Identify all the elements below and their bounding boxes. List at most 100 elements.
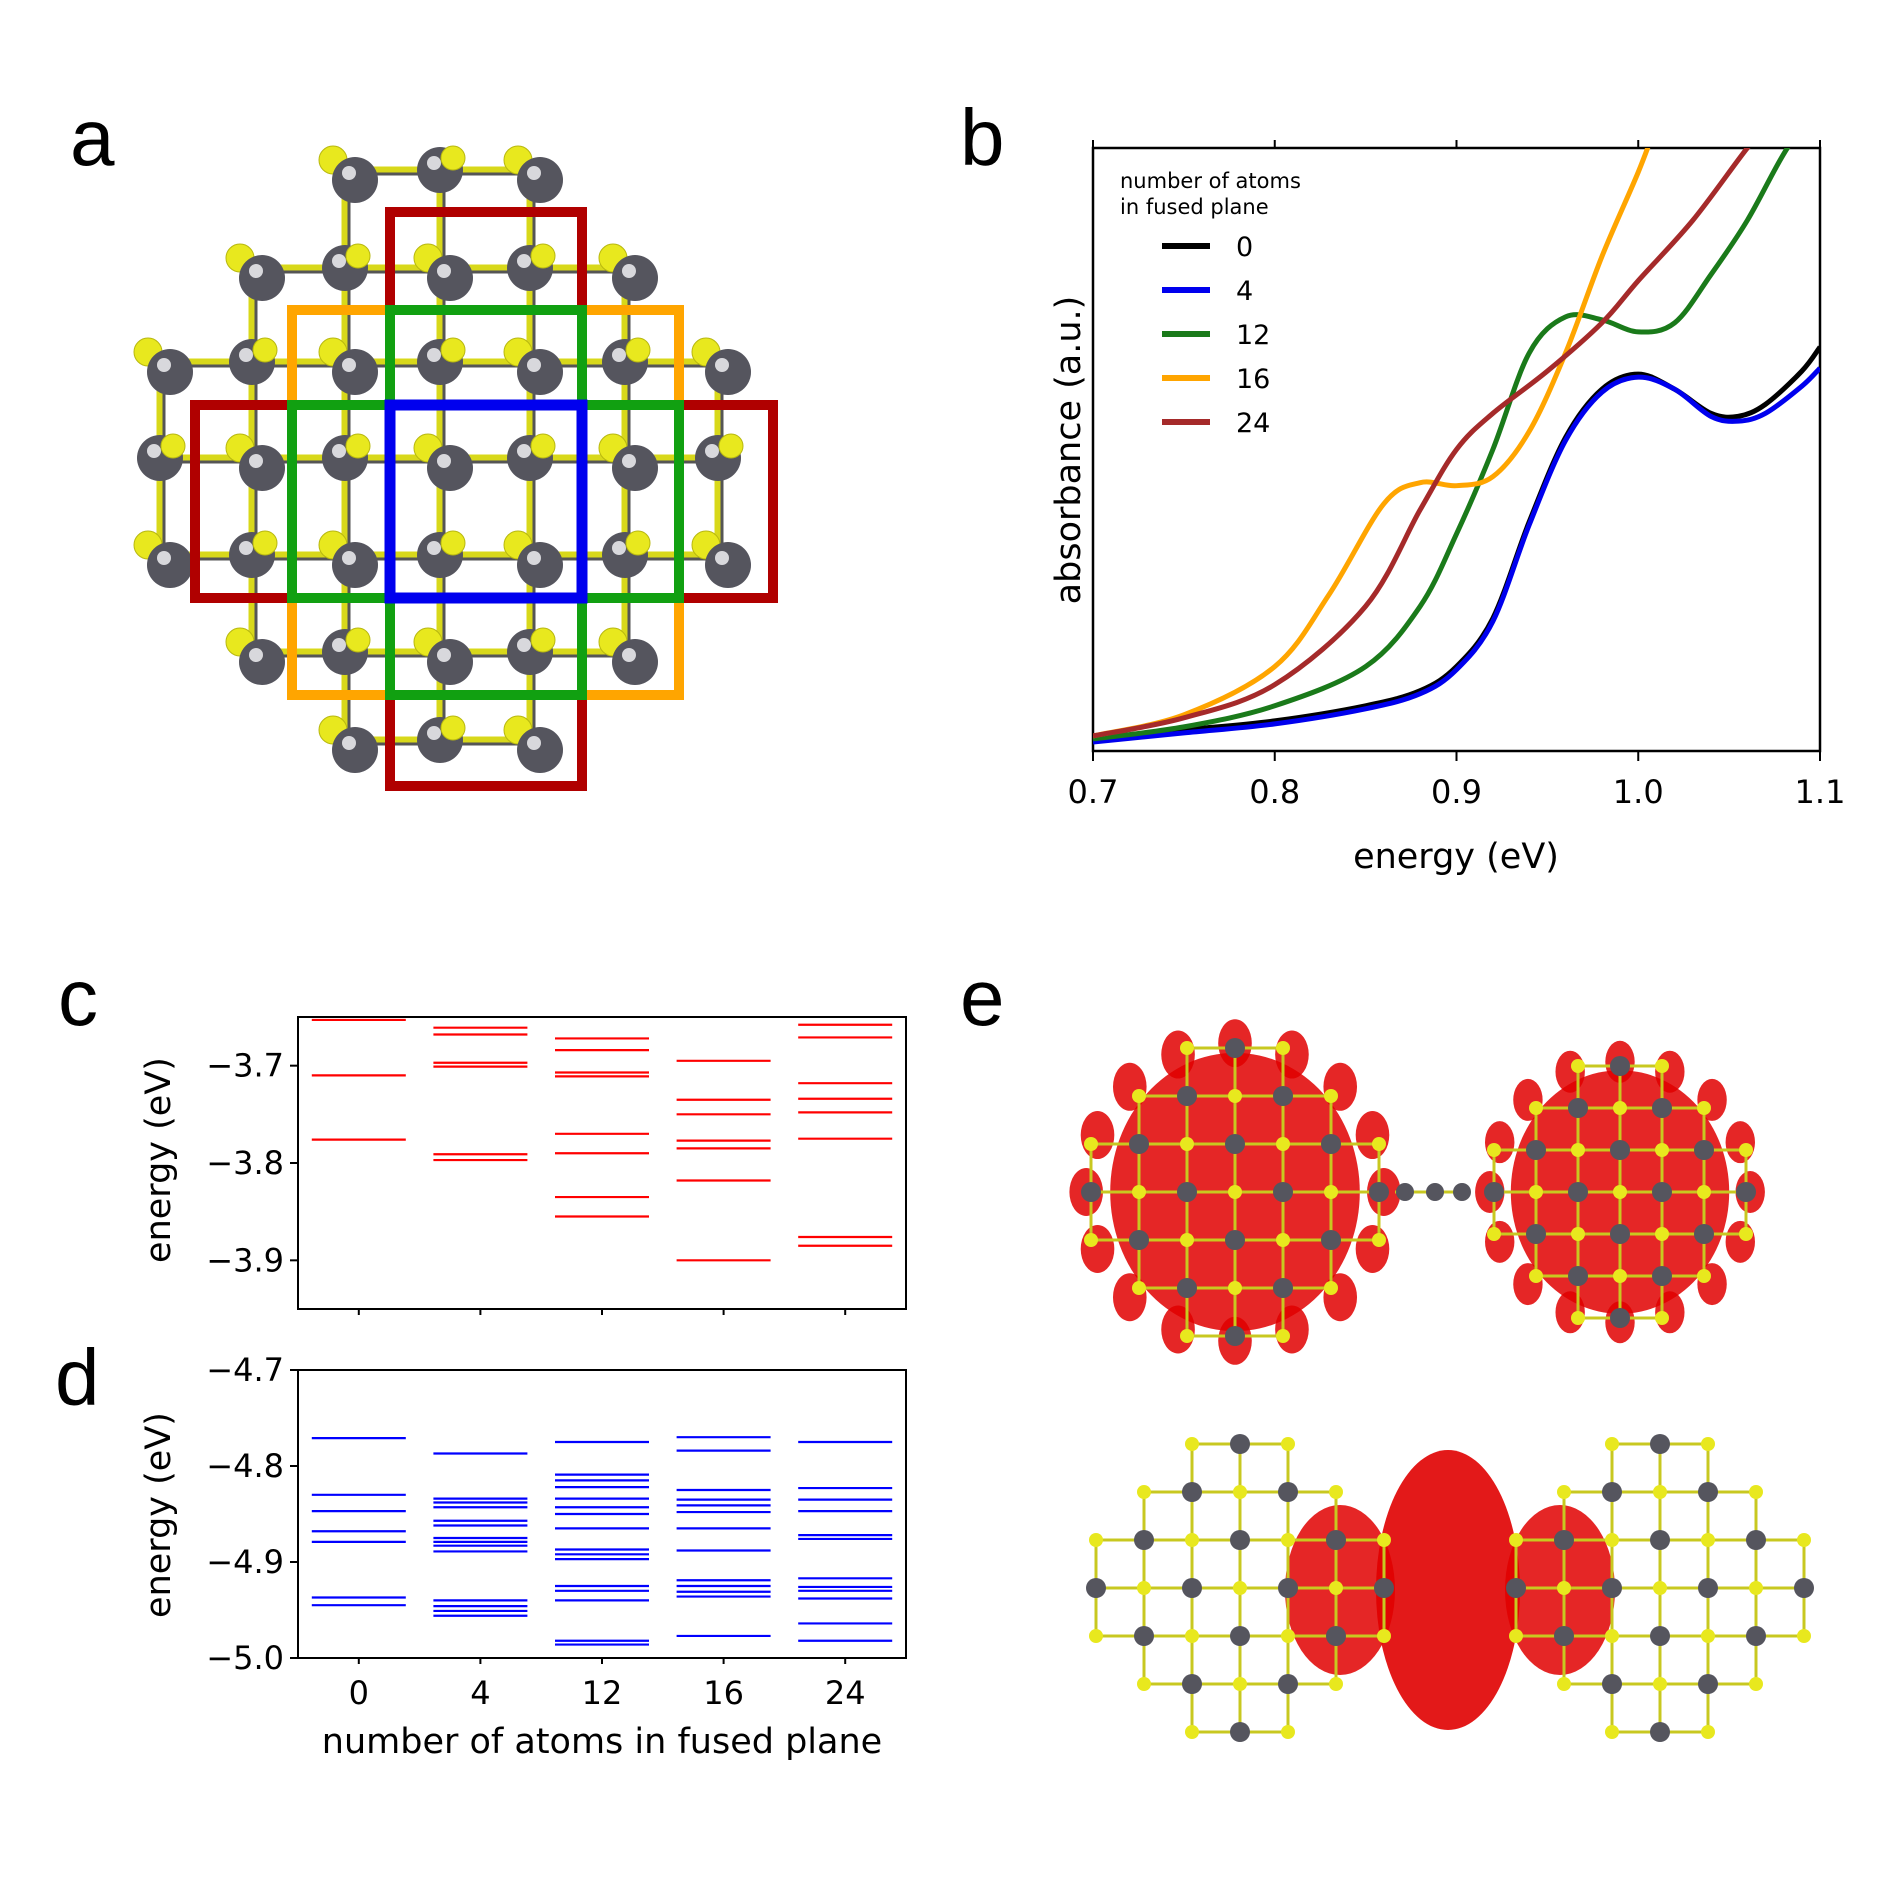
atom-highlight — [427, 726, 441, 740]
sulfur-atom — [345, 627, 371, 653]
atom-highlight — [517, 444, 531, 458]
sulfur-atom — [1571, 1311, 1585, 1325]
lead-atom — [1554, 1530, 1574, 1550]
density-lobe — [1355, 1111, 1390, 1160]
chart-c-y-axis-label: energy (eV) — [139, 1057, 179, 1263]
sulfur-atom — [1228, 1089, 1242, 1103]
sulfur-atom — [1180, 1137, 1194, 1151]
lead-atom — [1230, 1722, 1250, 1742]
lead-atom — [239, 639, 285, 685]
lead-atom — [1694, 1140, 1714, 1160]
sulfur-atom — [1329, 1677, 1343, 1691]
sulfur-atom — [1276, 1233, 1290, 1247]
lead-atom — [1396, 1183, 1414, 1201]
absorbance-chart: 0.7 0.8 0.9 1.0 1.1 energy (eV) absorbance (… — [1049, 140, 1846, 877]
valence-levels-chart: −4.7 −4.8 −4.9 −5.0 0 4 12 16 24 — [206, 1351, 907, 1712]
sulfur-atom — [1529, 1185, 1543, 1199]
sulfur-atom — [1180, 1329, 1194, 1343]
atom-highlight — [715, 358, 729, 372]
sulfur-atom — [1655, 1311, 1669, 1325]
sulfur-atom — [1180, 1041, 1194, 1055]
lead-atom — [1134, 1626, 1154, 1646]
sulfur-atom — [1137, 1677, 1151, 1691]
series-line-24 — [1093, 148, 1751, 739]
lead-atom — [612, 255, 658, 301]
lead-atom — [147, 542, 193, 588]
lead-atom — [1610, 1140, 1630, 1160]
lead-atom — [1698, 1578, 1718, 1598]
atom-highlight — [332, 444, 346, 458]
density-lobe — [1485, 1220, 1515, 1263]
lead-atom — [1526, 1224, 1546, 1244]
lead-atom — [1568, 1266, 1588, 1286]
sulfur-atom — [1749, 1581, 1763, 1595]
sulfur-atom — [1653, 1485, 1667, 1499]
sulfur-atom — [718, 433, 744, 459]
atom-highlight — [527, 736, 541, 750]
legend-label-0: 0 — [1236, 232, 1253, 263]
sulfur-atom — [1281, 1533, 1295, 1547]
sulfur-atom — [440, 337, 466, 363]
chart-b-legend: number of atoms in fused plane 0 4 12 16 24 — [1120, 169, 1301, 439]
lead-atom — [1650, 1722, 1670, 1742]
atom-highlight — [427, 348, 441, 362]
chart-b-x-tick-label: 0.7 — [1068, 773, 1119, 811]
sulfur-atom — [1605, 1725, 1619, 1739]
chart-b-x-tick-label: 0.9 — [1431, 773, 1482, 811]
lead-atom — [1602, 1482, 1622, 1502]
chart-b-y-axis-label: absorbance (a.u.) — [1049, 296, 1089, 605]
sulfur-atom — [1613, 1269, 1627, 1283]
density-lobe — [1725, 1121, 1755, 1164]
sulfur-atom — [1089, 1533, 1103, 1547]
sulfur-atom — [1372, 1137, 1386, 1151]
panel-label-c: c — [58, 953, 98, 1042]
chart-c-frame — [297, 1016, 907, 1310]
lead-atom — [1129, 1134, 1149, 1154]
atom-highlight — [342, 358, 356, 372]
lead-atom — [1650, 1530, 1670, 1550]
sulfur-atom — [1797, 1533, 1811, 1547]
sulfur-atom — [1697, 1101, 1711, 1115]
sulfur-atom — [1701, 1533, 1715, 1547]
chart-b-x-tick-label: 1.1 — [1795, 773, 1846, 811]
sulfur-atom — [1749, 1485, 1763, 1499]
lead-atom — [1652, 1266, 1672, 1286]
lead-atom — [1652, 1098, 1672, 1118]
lead-atom — [1694, 1224, 1714, 1244]
y-tick-label: −3.9 — [206, 1241, 284, 1279]
sulfur-atom — [1605, 1629, 1619, 1643]
sulfur-atom — [1653, 1677, 1667, 1691]
lead-atom — [1650, 1434, 1670, 1454]
sulfur-atom — [1557, 1485, 1571, 1499]
sulfur-atom — [1329, 1581, 1343, 1595]
sulfur-atom — [1509, 1629, 1523, 1643]
lead-atom — [1526, 1140, 1546, 1160]
atom-highlight — [437, 264, 451, 278]
sulfur-atom — [1185, 1437, 1199, 1451]
density-lobe — [1161, 1030, 1195, 1079]
sulfur-atom — [1329, 1485, 1343, 1499]
nanocrystal-structure-image — [133, 145, 778, 791]
sulfur-atom — [1372, 1233, 1386, 1247]
sulfur-atom — [1749, 1677, 1763, 1691]
lead-atom — [1746, 1626, 1766, 1646]
series-line-16 — [1093, 148, 1651, 739]
legend-label-16: 16 — [1236, 364, 1270, 395]
fused-plane-highlight-boxes — [190, 207, 778, 791]
lead-atom — [427, 445, 473, 491]
sulfur-atom — [1137, 1485, 1151, 1499]
lead-atom — [147, 349, 193, 395]
sulfur-atom — [1739, 1227, 1753, 1241]
lead-atom — [517, 349, 563, 395]
sulfur-atom — [1132, 1185, 1146, 1199]
sulfur-atom — [1084, 1137, 1098, 1151]
lead-atom — [1134, 1530, 1154, 1550]
y-tick-label: −3.8 — [206, 1144, 284, 1182]
sulfur-atom — [1324, 1185, 1338, 1199]
lead-atom — [1278, 1578, 1298, 1598]
atom-highlight — [527, 166, 541, 180]
lead-atom — [1278, 1482, 1298, 1502]
sulfur-atom — [252, 337, 278, 363]
x-tick-label: 16 — [703, 1674, 744, 1712]
density-lobe — [1275, 1305, 1309, 1354]
